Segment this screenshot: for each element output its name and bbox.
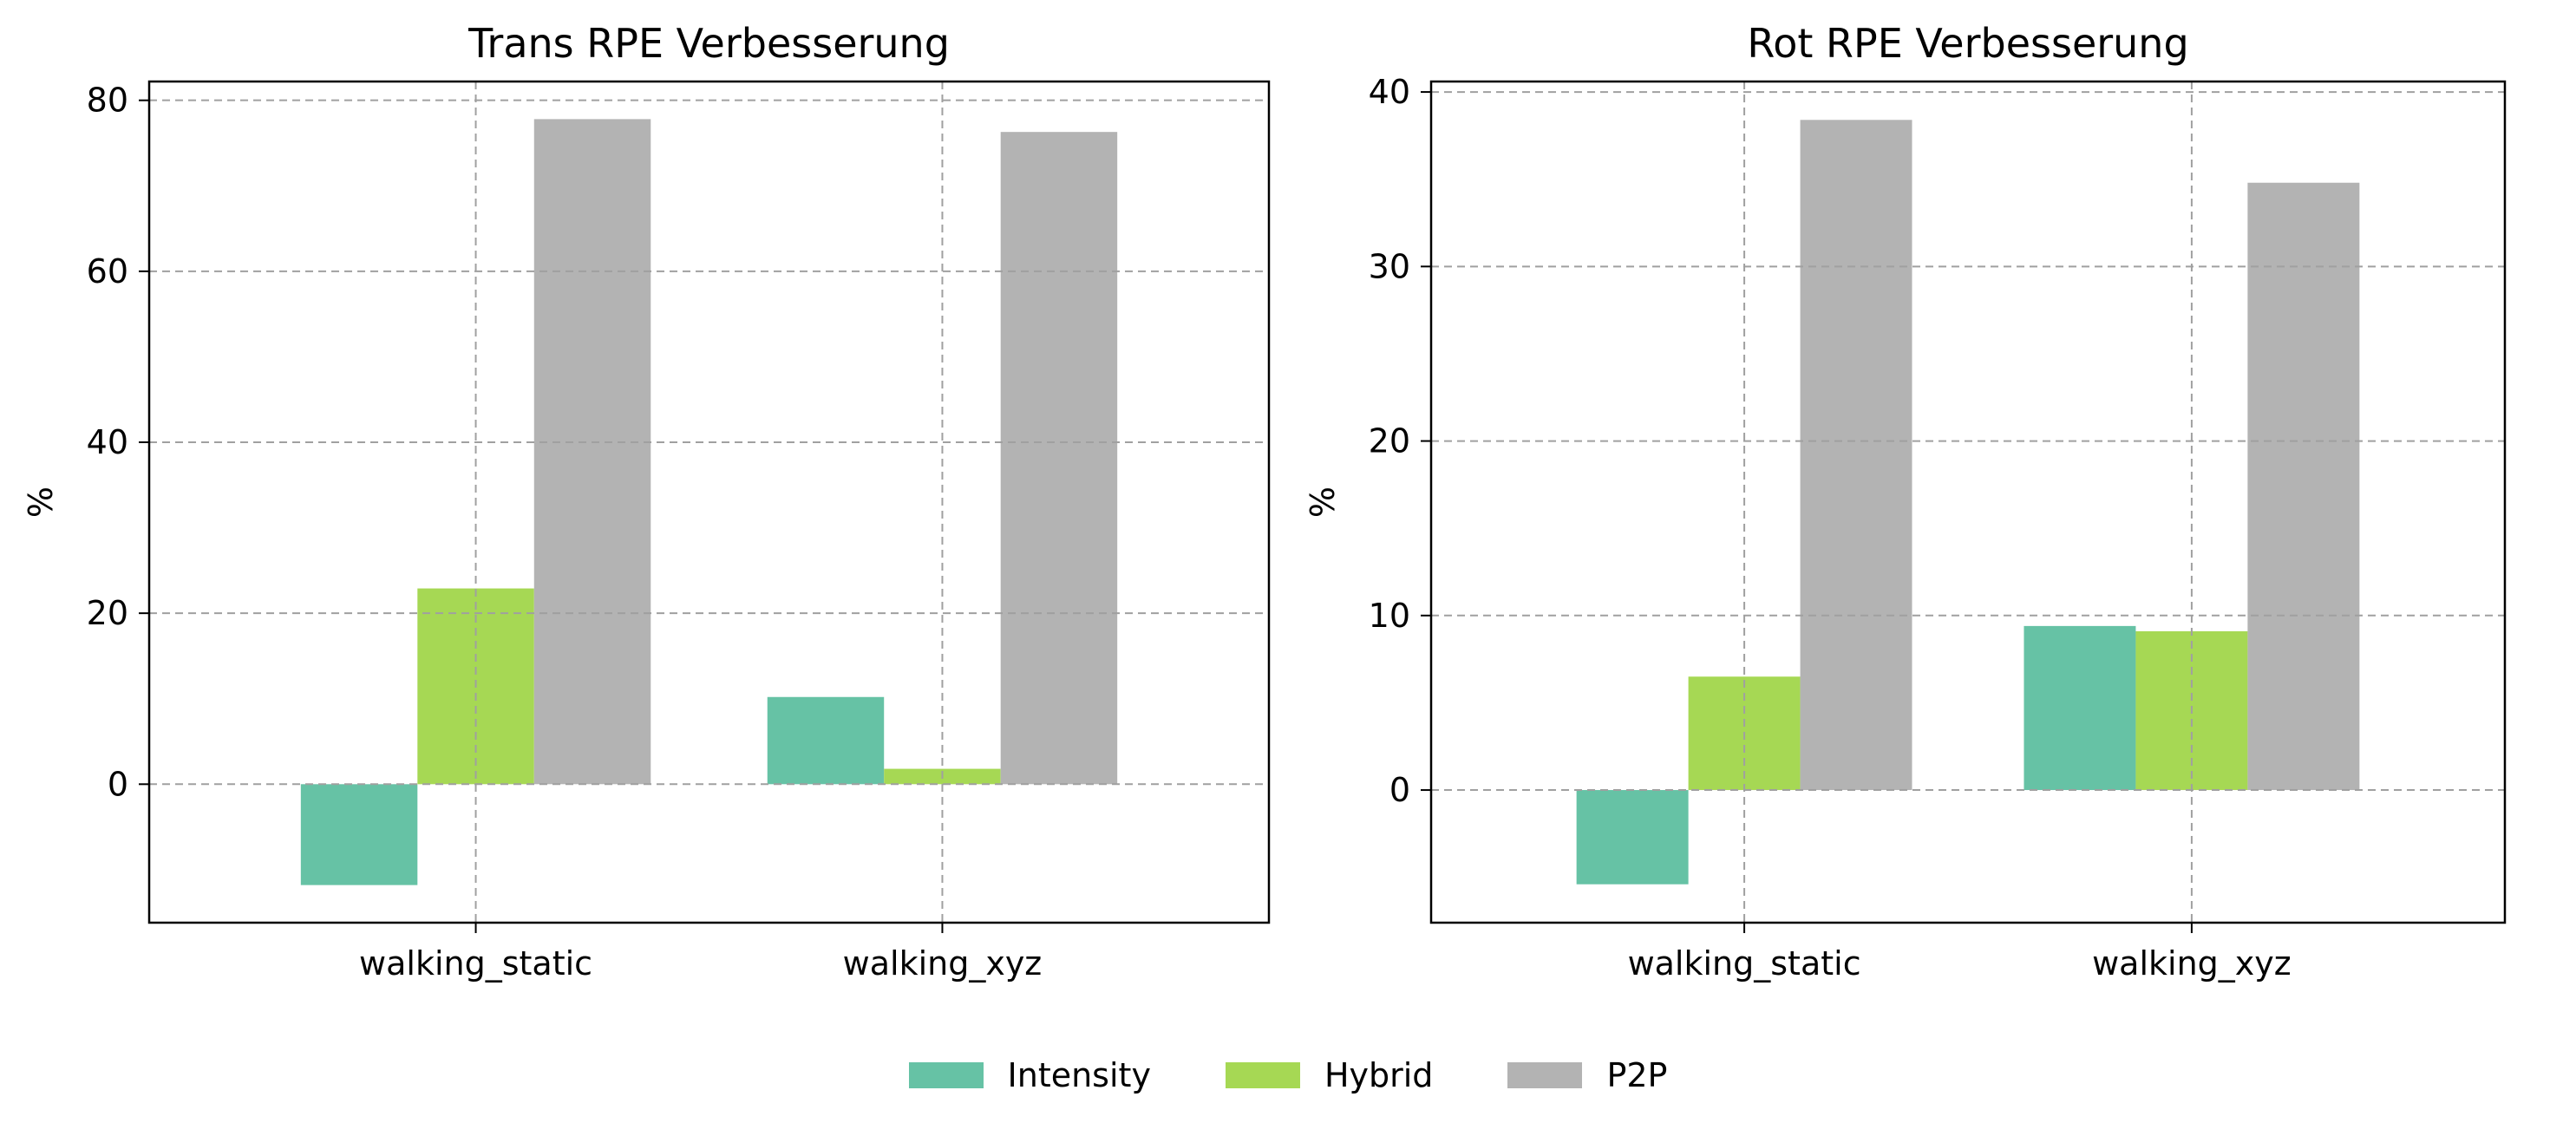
ytick-label-rot: 40 <box>1369 73 1410 111</box>
ytick-label-trans: 60 <box>87 252 128 291</box>
legend-label-intensity: Intensity <box>1007 1056 1151 1094</box>
ytick-label-rot: 10 <box>1369 597 1410 635</box>
ytick-label-rot: 0 <box>1389 771 1410 809</box>
axes-frame-trans <box>147 80 1271 924</box>
ylabel-trans: % <box>22 486 60 518</box>
xtick-label-rot-walking-static: walking_static <box>1628 944 1861 983</box>
legend-item-p2p: P2P <box>1507 1056 1667 1094</box>
bar-trans-intensity-walking-xyz <box>767 696 885 785</box>
legend: Intensity Hybrid P2P <box>0 1049 2576 1101</box>
legend-swatch-intensity <box>908 1062 984 1088</box>
xtick-label-trans-walking-xyz: walking_xyz <box>843 944 1043 983</box>
chart-trans-rpe: 0 20 40 60 80 walking_static walking_xyz Trans … <box>22 20 1271 983</box>
bar-rot-p2p-walking-static <box>1800 120 1912 791</box>
chart-title-trans: Trans RPE Verbesserung <box>467 20 950 67</box>
ytick-label-rot: 20 <box>1369 422 1410 460</box>
xtick-label-rot-walking-xyz: walking_xyz <box>2092 944 2292 983</box>
bar-rot-intensity-walking-static <box>1576 790 1689 885</box>
axes-frame-rot <box>1429 80 2507 924</box>
legend-item-hybrid: Hybrid <box>1225 1056 1434 1094</box>
chart-rot-rpe: 0 10 20 30 40 walking_static walking_xyz Rot RP… <box>1304 20 2507 983</box>
bar-trans-intensity-walking-static <box>300 784 418 885</box>
bar-trans-p2p-walking-static <box>533 119 651 785</box>
chart-title-rot: Rot RPE Verbesserung <box>1747 20 2188 67</box>
ytick-label-rot: 30 <box>1369 247 1410 285</box>
bar-trans-p2p-walking-xyz <box>1000 132 1118 785</box>
ytick-label-trans: 40 <box>87 423 128 461</box>
bar-rot-p2p-walking-xyz <box>2247 182 2360 791</box>
legend-swatch-p2p <box>1507 1062 1583 1088</box>
ytick-label-trans: 0 <box>108 765 128 803</box>
legend-item-intensity: Intensity <box>908 1056 1151 1094</box>
xtick-label-trans-walking-static: walking_static <box>359 944 592 983</box>
legend-label-p2p: P2P <box>1606 1056 1668 1094</box>
ytick-label-trans: 20 <box>87 594 128 632</box>
bar-rot-intensity-walking-xyz <box>2024 625 2136 791</box>
ytick-label-trans: 80 <box>87 82 128 120</box>
legend-label-hybrid: Hybrid <box>1324 1056 1434 1094</box>
ylabel-rot: % <box>1304 486 1342 518</box>
legend-swatch-hybrid <box>1225 1062 1300 1088</box>
